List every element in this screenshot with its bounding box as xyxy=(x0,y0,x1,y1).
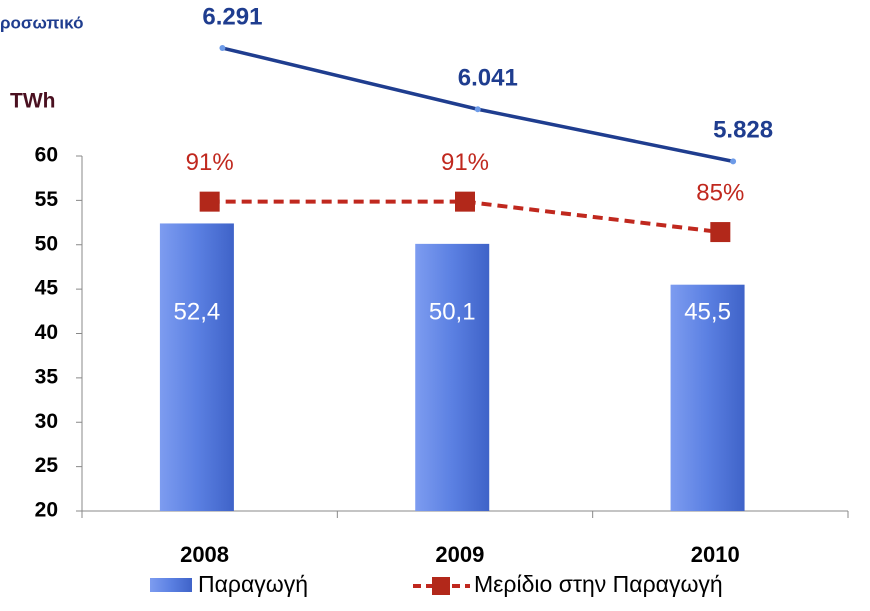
marker xyxy=(474,106,481,113)
y-tick-label: 35 xyxy=(35,365,59,388)
line-value-label: 91% xyxy=(441,149,489,176)
bar xyxy=(670,284,745,511)
y-tick-label: 25 xyxy=(35,454,59,477)
x-tick-label: 2010 xyxy=(691,542,740,567)
line-value-label: 91% xyxy=(186,149,234,176)
y-tick-label: 45 xyxy=(35,277,59,300)
x-tick-label: 2009 xyxy=(435,542,484,567)
line-value-label: 6.041 xyxy=(458,65,518,92)
y-axis-label: TWh xyxy=(10,90,55,113)
bar-value-label: 45,5 xyxy=(684,298,731,325)
bar xyxy=(159,223,234,511)
y-tick-label: 60 xyxy=(35,144,58,167)
annotation: ροσωπικό xyxy=(0,13,83,32)
y-tick-label: 50 xyxy=(35,232,58,255)
legend-swatch xyxy=(432,577,450,595)
legend-label: Μερίδιο στην Παραγωγή xyxy=(474,571,723,597)
marker xyxy=(455,191,475,212)
y-tick-label: 20 xyxy=(35,499,58,522)
line-value-label: 6.291 xyxy=(202,3,262,30)
legend-label: Παραγωγή xyxy=(198,571,308,597)
marker xyxy=(730,158,737,165)
marker xyxy=(219,45,226,52)
y-tick-label: 40 xyxy=(35,321,58,344)
bar-value-label: 50,1 xyxy=(429,298,476,325)
legend-swatch xyxy=(150,578,192,592)
y-tick-label: 55 xyxy=(35,188,59,211)
marker xyxy=(710,222,731,243)
line-value-label: 5.828 xyxy=(713,117,773,144)
marker xyxy=(199,191,220,212)
bar-value-label: 52,4 xyxy=(174,298,221,325)
x-tick-label: 2008 xyxy=(180,542,229,567)
bar xyxy=(415,243,490,512)
y-tick-label: 30 xyxy=(35,410,58,433)
line-value-label: 85% xyxy=(696,179,744,206)
line xyxy=(209,199,721,235)
